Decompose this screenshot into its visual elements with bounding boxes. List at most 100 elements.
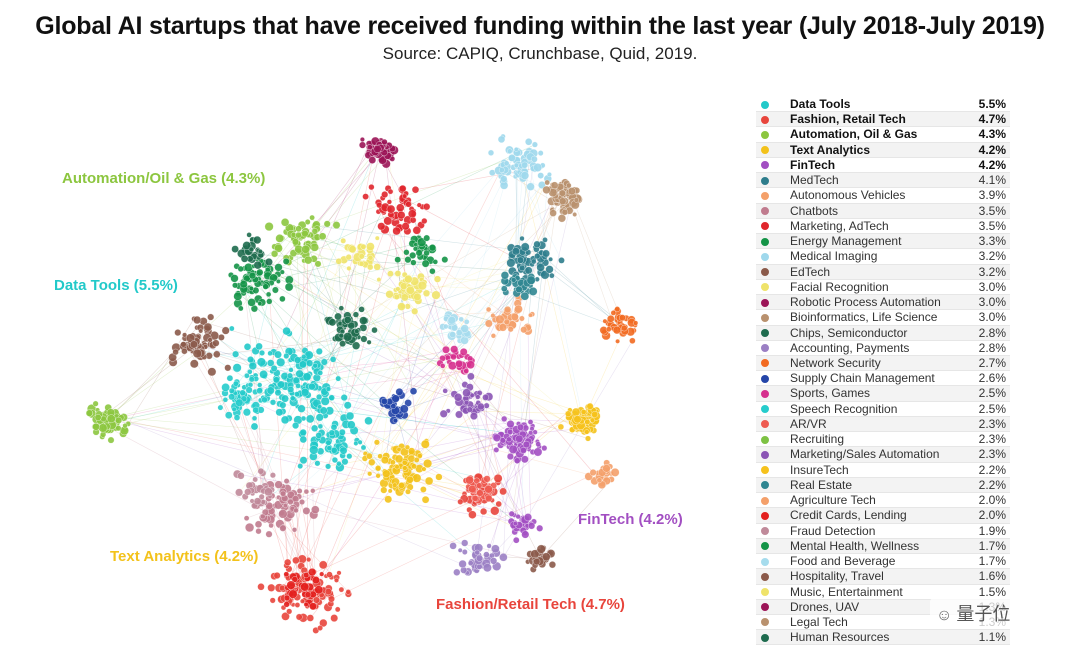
network-node xyxy=(309,214,315,221)
network-edge xyxy=(315,485,395,581)
network-node xyxy=(602,318,608,324)
network-node xyxy=(287,498,294,505)
network-node xyxy=(348,245,357,254)
network-node xyxy=(340,394,348,402)
legend-value: 2.0% xyxy=(978,508,1006,523)
network-edge xyxy=(305,249,405,298)
network-node xyxy=(281,612,290,621)
network-edge xyxy=(307,148,373,236)
network-node xyxy=(269,399,277,406)
network-node xyxy=(276,279,281,284)
network-node xyxy=(499,181,509,190)
network-node xyxy=(476,489,484,497)
network-node xyxy=(330,614,339,622)
network-node xyxy=(325,386,331,392)
legend-dot xyxy=(761,222,769,231)
network-node xyxy=(453,393,463,402)
network-node xyxy=(309,445,319,455)
network-node xyxy=(338,428,346,436)
network-node xyxy=(280,490,287,497)
legend-dot xyxy=(761,588,769,596)
network-node xyxy=(558,257,565,264)
network-node xyxy=(460,324,469,333)
network-node xyxy=(299,456,308,465)
legend-value: 4.1% xyxy=(978,173,1006,188)
network-node xyxy=(255,528,262,535)
network-node xyxy=(392,226,401,236)
network-node xyxy=(257,583,265,591)
network-edge xyxy=(416,477,465,495)
network-node xyxy=(207,313,215,321)
network-node xyxy=(244,372,250,379)
network-node xyxy=(424,476,434,486)
network-node xyxy=(484,319,493,328)
network-node xyxy=(231,406,237,412)
legend-row: Speech Recognition 2.5% xyxy=(756,402,1010,417)
legend-label: Fraud Detection xyxy=(790,523,876,538)
network-node xyxy=(546,172,552,177)
network-node xyxy=(507,428,514,436)
network-node xyxy=(558,189,566,197)
network-node xyxy=(368,156,377,164)
network-node xyxy=(266,386,275,395)
network-node xyxy=(519,264,526,272)
legend-label: Energy Management xyxy=(790,234,902,249)
network-node xyxy=(499,437,506,444)
network-node xyxy=(253,260,262,270)
network-node xyxy=(292,238,299,246)
network-node xyxy=(360,444,367,451)
network-node xyxy=(221,326,230,335)
network-node xyxy=(174,329,182,337)
network-node xyxy=(495,500,502,508)
network-node xyxy=(423,459,433,468)
network-node xyxy=(239,389,246,396)
network-node xyxy=(274,244,283,253)
network-node xyxy=(519,315,525,322)
network-node xyxy=(610,310,617,316)
network-node xyxy=(304,255,313,265)
network-node xyxy=(343,332,353,342)
network-node xyxy=(390,459,396,466)
network-node xyxy=(615,338,620,344)
network-node xyxy=(341,458,349,466)
network-node xyxy=(453,568,461,576)
network-node xyxy=(381,397,388,405)
network-node xyxy=(517,423,524,431)
network-node xyxy=(276,357,286,367)
network-edge xyxy=(385,184,543,457)
network-node xyxy=(538,181,546,189)
legend-label: Speech Recognition xyxy=(790,401,898,416)
network-node xyxy=(439,409,448,418)
network-node xyxy=(514,457,521,464)
legend-row: Energy Management 3.3% xyxy=(756,234,1010,250)
network-node xyxy=(319,618,328,628)
legend-label: Human Resources xyxy=(790,630,890,645)
network-node xyxy=(360,335,368,343)
network-node xyxy=(310,488,316,494)
network-node xyxy=(237,265,244,272)
network-node xyxy=(533,163,543,172)
network-edge xyxy=(403,423,511,487)
network-node xyxy=(283,601,290,608)
network-edge xyxy=(565,186,616,330)
network-node xyxy=(477,402,485,411)
network-edge xyxy=(329,421,531,436)
network-node xyxy=(471,495,479,502)
network-node xyxy=(431,290,441,300)
network-node xyxy=(512,521,518,526)
network-node xyxy=(504,306,512,314)
legend-value: 2.2% xyxy=(978,477,1006,492)
network-node xyxy=(428,244,437,252)
network-node xyxy=(536,544,546,554)
legend-dot xyxy=(761,146,769,155)
network-edge xyxy=(422,285,528,292)
network-node xyxy=(507,148,513,154)
network-node xyxy=(259,370,268,379)
legend-row: Network Security 2.7% xyxy=(756,355,1010,372)
legend-label: Text Analytics xyxy=(790,142,871,157)
network-node xyxy=(387,188,394,195)
legend-label: Autonomous Vehicles xyxy=(790,188,906,203)
network-node xyxy=(406,475,414,484)
network-edge xyxy=(496,449,601,478)
legend-row: Medical Imaging 3.2% xyxy=(756,249,1010,265)
